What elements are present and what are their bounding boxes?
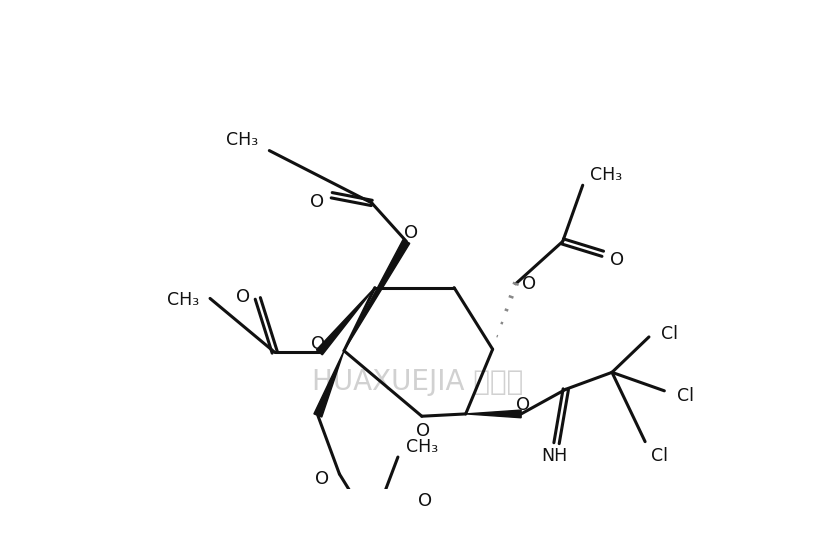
Text: Cl: Cl <box>676 387 694 405</box>
Text: Cl: Cl <box>661 326 678 343</box>
Text: O: O <box>314 470 329 488</box>
Polygon shape <box>317 288 374 355</box>
Text: NH: NH <box>541 447 567 465</box>
Text: HUAXUEJIA 化学加: HUAXUEJIA 化学加 <box>312 368 523 396</box>
Text: O: O <box>610 251 624 270</box>
Text: O: O <box>522 275 536 293</box>
Text: CH₃: CH₃ <box>226 131 259 149</box>
Text: CH₃: CH₃ <box>590 166 623 184</box>
Polygon shape <box>344 239 409 351</box>
Text: O: O <box>310 193 324 211</box>
Text: Cl: Cl <box>651 447 668 465</box>
Text: O: O <box>236 288 250 306</box>
Text: O: O <box>311 334 325 352</box>
Polygon shape <box>314 351 344 417</box>
Text: O: O <box>404 223 418 242</box>
Text: O: O <box>515 396 530 414</box>
Text: CH₃: CH₃ <box>167 292 199 310</box>
Text: O: O <box>418 491 432 509</box>
Text: O: O <box>416 422 431 440</box>
Text: CH₃: CH₃ <box>405 438 438 456</box>
Polygon shape <box>466 410 521 418</box>
